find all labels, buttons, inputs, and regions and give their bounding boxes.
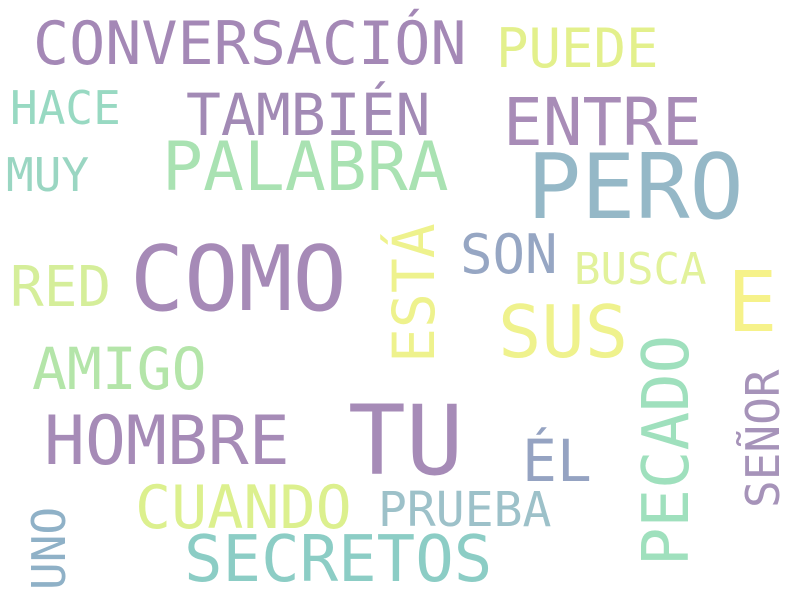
word-esta: ESTÁ <box>380 223 448 363</box>
word-hombre: HOMBRE <box>44 402 290 481</box>
word-el: ÉL <box>522 427 592 495</box>
word-amigo: AMIGO <box>32 335 207 403</box>
word-prueba: PRUEBA <box>378 482 552 538</box>
word-tambien: TAMBIÉN <box>186 81 431 149</box>
word-senor: SEÑOR <box>736 369 790 508</box>
word-tu: TU <box>348 385 464 497</box>
word-pero: PERO <box>527 135 744 240</box>
word-conversacion: CONVERSACIÓN <box>33 9 467 79</box>
word-uno: UNO <box>22 506 76 590</box>
word-puede: PUEDE <box>496 17 659 80</box>
word-e: E <box>727 253 778 351</box>
word-busca: BUSCA <box>574 244 707 295</box>
word-muy: MUY <box>6 148 90 202</box>
word-pecado: PECADO <box>630 334 704 566</box>
word-entre: ENTRE <box>503 84 702 161</box>
word-son: SON <box>460 223 558 286</box>
word-como: COMO <box>130 227 347 332</box>
word-palabra: PALABRA <box>162 128 449 207</box>
word-hace: HACE <box>10 81 121 135</box>
word-red: RED <box>10 255 112 320</box>
word-secretos: SECRETOS <box>184 523 493 597</box>
word-sus: SUS <box>498 290 629 374</box>
word-cuando: CUANDO <box>135 473 352 543</box>
